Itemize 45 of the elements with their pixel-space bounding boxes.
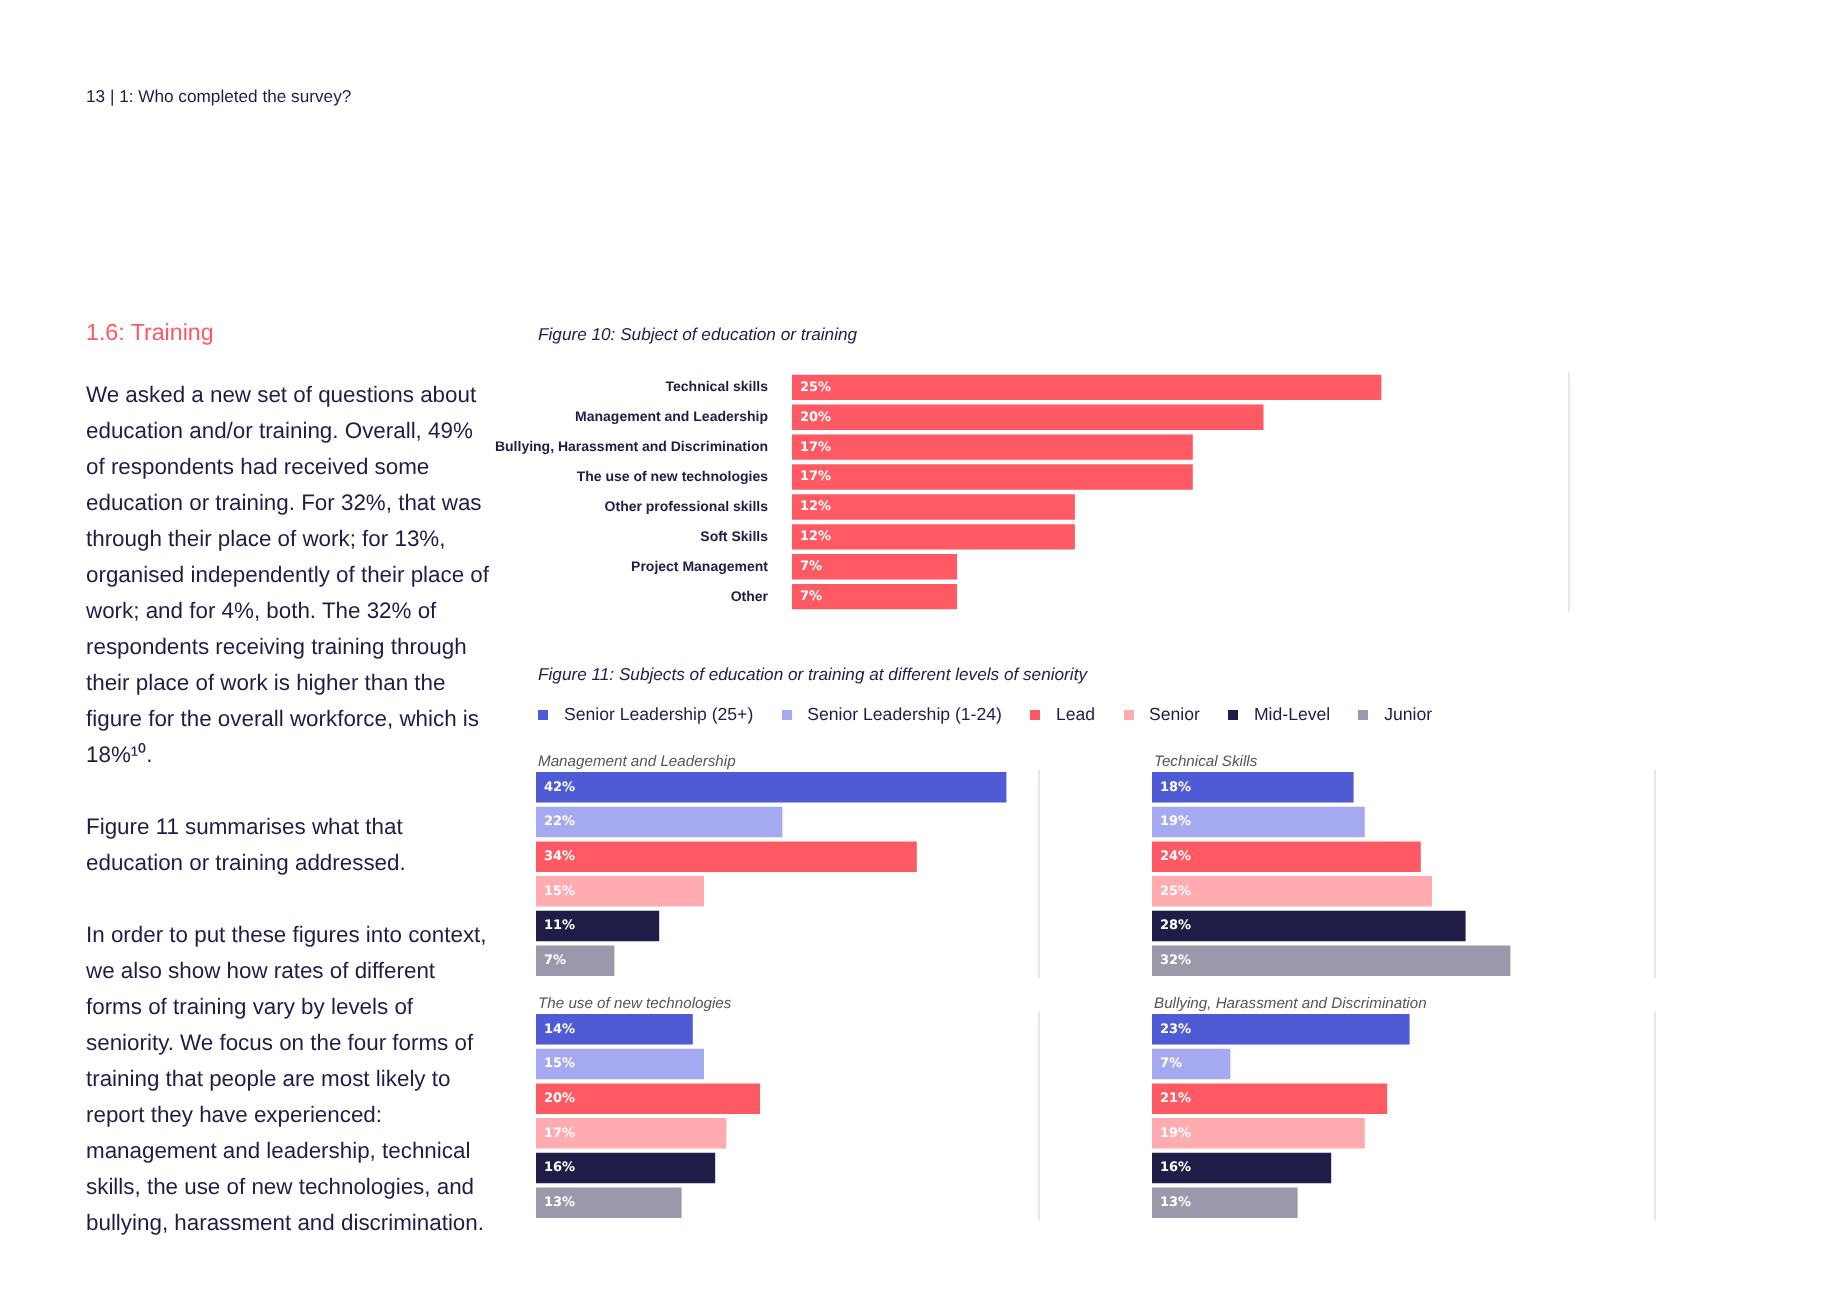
bar [536,910,660,942]
bar [536,876,704,907]
legend-label: Junior [1384,704,1433,724]
legend-label: Senior Leadership (1-24) [807,704,1002,724]
bar [1152,841,1421,872]
bar [536,1152,716,1184]
bar [1152,1048,1231,1080]
bar [1152,1118,1365,1149]
bar [1152,772,1354,803]
bar [1152,1152,1332,1184]
legend-label: Senior Leadership (25+) [564,704,754,724]
bar [792,554,958,580]
chart-title: Figure 11: Subjects of education or training at different levels of seniority [538,664,1088,684]
legend-label: Mid-Level [1253,704,1331,724]
bar [1152,1083,1388,1114]
bar [536,1048,704,1080]
bar [536,945,615,976]
bar [792,464,1193,490]
bar [536,1187,682,1218]
text: 13 | 1: Who completed the survey? [86,86,352,106]
bar [536,841,917,872]
bar [536,772,1007,803]
caption: Figure 11 summarises what that education or training addressed. [86,814,408,880]
chart-title: Figure 10: Subject of education or training [538,324,858,344]
bar [536,1014,693,1045]
bar [1152,876,1432,907]
text: In order to put these figures into context, we also show how rates of different forms of training vary by levels of seniority. We focus on the four forms of training that people are most likely to report they have experienced: management and leadership, technical skills, the use of new technologies, and bullying, harassment and discrimination. [86,924,487,1236]
bar [1152,1014,1410,1045]
bar [1152,806,1365,838]
bar [792,434,1193,460]
bar [1152,945,1511,976]
bar [1152,1187,1298,1218]
text: 1.6: Training [86,320,216,346]
bar [536,1083,760,1114]
text: We asked a new set of questions about education and/or training. Overall, 49% of respondents had received some education or training. For 32%, that was through their place of work; for 13%, organised independently of their place of work; and for 4%, both. The 32% of respondents receiving training through their place of work is higher than the figure for the overall workforce, which is 18%¹⁰. [86,384,490,768]
bar [792,524,1075,550]
bar [792,404,1264,430]
bar [792,583,958,610]
legend-label: Lead [1055,704,1096,724]
legend-label: Senior [1149,704,1200,724]
bar [792,374,1382,401]
bar [536,1118,727,1149]
bar [1152,910,1466,942]
bar [792,494,1075,520]
bar [536,806,783,838]
